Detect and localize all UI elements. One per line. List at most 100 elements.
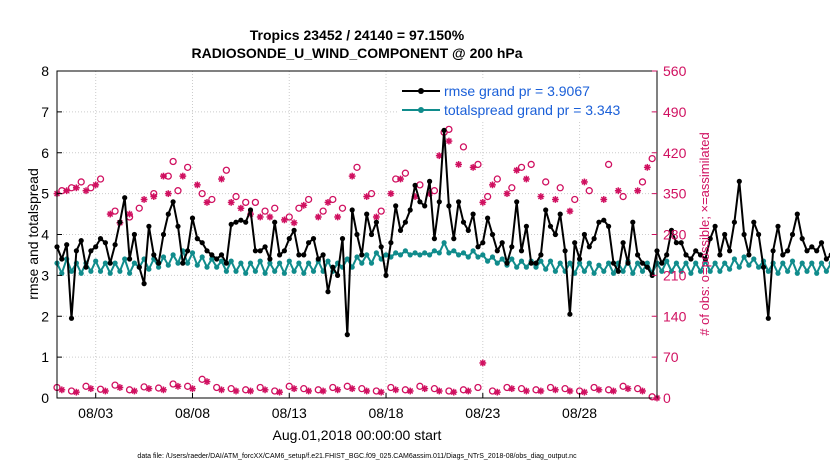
totalspread-point bbox=[262, 270, 268, 276]
y-right-tick-label: 490 bbox=[663, 104, 687, 120]
obs-possible-marker bbox=[372, 387, 381, 395]
totalspread-point bbox=[727, 266, 733, 272]
totalspread-point bbox=[780, 260, 786, 266]
rmse-point bbox=[630, 219, 636, 225]
rmse-point bbox=[141, 281, 147, 287]
obs-assimilated-marker bbox=[334, 213, 342, 221]
x-tick-label: 08/23 bbox=[465, 405, 500, 421]
obs-possible-marker bbox=[251, 198, 260, 207]
rmse-point bbox=[794, 211, 800, 217]
rmse-point bbox=[785, 248, 791, 254]
totalspread-point bbox=[722, 260, 728, 266]
totalspread-point bbox=[301, 270, 307, 276]
obs-possible-marker bbox=[527, 160, 535, 169]
obs-assimilated-stroke bbox=[566, 208, 573, 215]
totalspread-point bbox=[286, 258, 292, 264]
rmse-point bbox=[436, 199, 442, 205]
rmse-point bbox=[281, 248, 287, 254]
obs-assimilated-stroke bbox=[73, 389, 80, 396]
rmse-point bbox=[233, 219, 239, 225]
totalspread-point bbox=[823, 268, 830, 274]
totalspread-point bbox=[146, 266, 152, 272]
rmse-point bbox=[296, 252, 302, 258]
rmse-point bbox=[804, 248, 810, 254]
y-right-tick-label: 350 bbox=[663, 186, 687, 202]
legend-rmse-label: rmse grand pr = 3.9067 bbox=[444, 83, 590, 99]
obs-assimilated-marker bbox=[290, 385, 298, 393]
totalspread-point bbox=[557, 260, 563, 266]
totalspread-point bbox=[717, 268, 723, 274]
obs-possible-marker bbox=[242, 386, 250, 394]
obs-assimilated-marker bbox=[227, 198, 235, 206]
obs-assimilated-stroke bbox=[552, 196, 559, 203]
obs-possible-marker bbox=[556, 184, 564, 192]
y-tick-label: 6 bbox=[41, 145, 49, 161]
obs-assimilated-stroke bbox=[204, 378, 210, 385]
rmse-point bbox=[320, 252, 326, 258]
obs-assimilated-stroke bbox=[537, 388, 544, 394]
obs-assimilated-marker bbox=[247, 387, 254, 395]
obs-possible-marker bbox=[638, 178, 647, 186]
rmse-point bbox=[194, 236, 200, 242]
obs-possible-marker bbox=[532, 386, 540, 394]
totalspread-point bbox=[775, 270, 781, 276]
rmse-point bbox=[668, 227, 675, 233]
rmse-point bbox=[218, 252, 225, 258]
rmse-point bbox=[717, 252, 723, 258]
obs-assimilated-marker bbox=[537, 387, 545, 395]
rmse-point bbox=[378, 244, 384, 250]
rmse-point bbox=[523, 223, 530, 229]
totalspread-point bbox=[756, 264, 762, 270]
obs-possible-marker bbox=[604, 160, 613, 169]
obs-assimilated-stroke bbox=[160, 173, 167, 180]
rmse-point bbox=[59, 256, 65, 262]
rmse-point bbox=[456, 199, 462, 205]
totalspread-point bbox=[567, 260, 573, 266]
obs-assimilated-stroke bbox=[523, 388, 530, 394]
rmse-point bbox=[731, 219, 738, 225]
totalspread-point bbox=[736, 264, 742, 270]
rmse-point bbox=[528, 260, 534, 266]
rmse-point bbox=[310, 236, 317, 242]
rmse-point bbox=[107, 260, 113, 266]
totalspread-point bbox=[127, 270, 133, 276]
rmse-point bbox=[112, 242, 118, 248]
obs-assimilated-marker bbox=[160, 386, 167, 394]
obs-assimilated-stroke bbox=[116, 384, 123, 391]
obs-assimilated-marker bbox=[58, 386, 66, 394]
totalspread-point bbox=[185, 260, 191, 266]
totalspread-point bbox=[194, 262, 200, 268]
obs-possible-marker bbox=[430, 187, 439, 195]
totalspread-point bbox=[664, 258, 670, 264]
obs-possible-marker bbox=[232, 192, 240, 201]
obs-possible-marker bbox=[542, 178, 550, 186]
rmse-point bbox=[238, 217, 244, 223]
rmse-point bbox=[697, 252, 704, 258]
obs-assimilated-stroke bbox=[141, 196, 148, 203]
obs-assimilated-stroke bbox=[165, 190, 172, 197]
rmse-point bbox=[451, 236, 457, 242]
rmse-point bbox=[601, 217, 607, 223]
obs-possible-marker bbox=[353, 163, 361, 171]
obs-assimilated-stroke bbox=[445, 138, 452, 145]
obs-assimilated-stroke bbox=[349, 385, 356, 392]
obs-assimilated-marker bbox=[126, 210, 133, 218]
rmse-point bbox=[538, 252, 544, 258]
obs-assimilated-stroke bbox=[479, 359, 486, 366]
obs-assimilated-marker bbox=[314, 213, 322, 221]
rmse-point bbox=[644, 264, 650, 270]
totalspread-line bbox=[56, 241, 830, 275]
totalspread-point bbox=[383, 252, 389, 258]
obs-assimilated-marker bbox=[92, 181, 100, 189]
rmse-point bbox=[446, 203, 452, 209]
x-tick-label: 08/28 bbox=[562, 405, 597, 421]
obs-assimilated-stroke bbox=[87, 385, 94, 392]
obs-assimilated-stroke bbox=[315, 214, 322, 220]
totalspread-point bbox=[509, 256, 515, 262]
axis-ticks: 08/03 08/08 08/13 08/18 08/23 08/28 0 1 2 3 4 5 6 7 8 0… bbox=[41, 63, 686, 421]
obs-assimilated-stroke bbox=[291, 385, 298, 392]
obs-assimilated-stroke bbox=[218, 176, 225, 183]
totalspread-point bbox=[581, 268, 588, 274]
rmse-point bbox=[567, 311, 573, 317]
obs-assimilated-stroke bbox=[600, 196, 607, 203]
